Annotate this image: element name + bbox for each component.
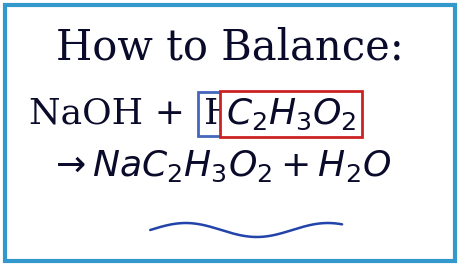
Text: NaOH +: NaOH + xyxy=(29,97,197,131)
Text: H: H xyxy=(203,97,235,131)
Text: $C_2H_3O_2$: $C_2H_3O_2$ xyxy=(226,96,356,132)
FancyBboxPatch shape xyxy=(5,5,455,261)
Text: $\rightarrow NaC_2H_3O_2 + H_2O$: $\rightarrow NaC_2H_3O_2 + H_2O$ xyxy=(48,148,392,184)
Text: How to Balance:: How to Balance: xyxy=(56,27,403,69)
